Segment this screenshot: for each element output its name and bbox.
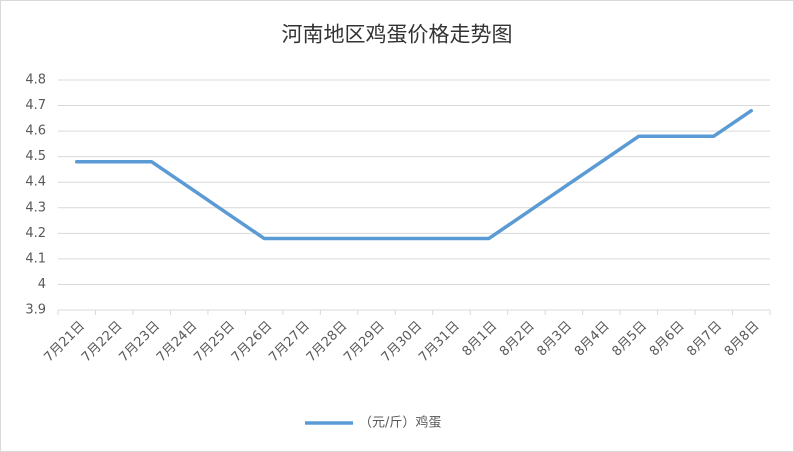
y-tick-label: 4.2 — [25, 226, 46, 241]
y-tick-label: 4.1 — [25, 251, 46, 266]
y-tick-label: 4.3 — [25, 200, 46, 215]
y-tick-label: 4.8 — [25, 73, 46, 88]
y-tick-label: 3.9 — [25, 303, 46, 318]
y-tick-label: 4.4 — [25, 175, 46, 190]
y-tick-label: 4 — [38, 277, 46, 292]
y-tick-label: 4.6 — [25, 124, 46, 139]
y-tick-label: 4.5 — [25, 149, 46, 164]
y-tick-label: 4.7 — [25, 98, 46, 113]
legend-label: （元/斤）鸡蛋 — [359, 415, 441, 431]
line — [74, 108, 754, 241]
chart-title: 河南地区鸡蛋价格走势图 — [282, 23, 513, 47]
